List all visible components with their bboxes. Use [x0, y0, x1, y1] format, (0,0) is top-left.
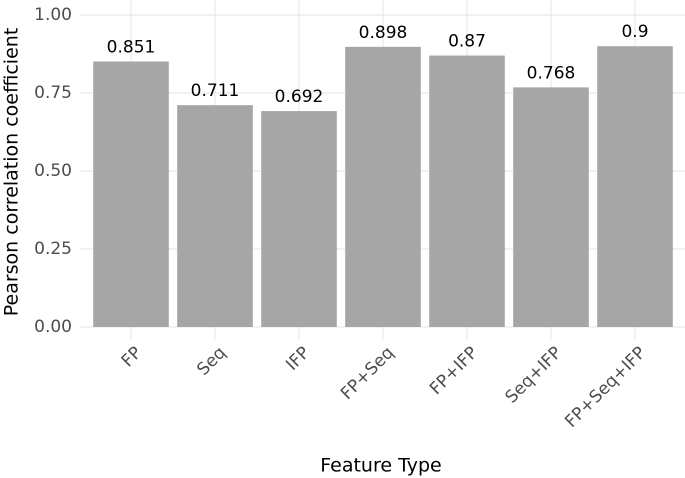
- value-label: 0.711: [191, 81, 240, 101]
- x-tick-label: IFP: [282, 343, 314, 375]
- bar: [513, 87, 589, 327]
- y-tick-label: 0.00: [34, 317, 72, 337]
- bar: [93, 61, 169, 327]
- value-label: 0.768: [527, 63, 576, 83]
- value-label: 0.898: [359, 23, 408, 43]
- bar: [345, 46, 421, 327]
- value-label: 0.692: [275, 87, 324, 107]
- x-tick-label: FP+Seq+IFP: [561, 343, 650, 432]
- y-tick-label: 1.00: [34, 5, 72, 25]
- y-tick-label: 0.50: [34, 161, 72, 181]
- bar: [177, 105, 253, 327]
- bar: [261, 111, 337, 327]
- value-label: 0.87: [448, 32, 486, 52]
- x-tick-label: FP+IFP: [426, 343, 482, 399]
- value-label: 0.9: [621, 22, 648, 42]
- x-axis-title: Feature Type: [320, 455, 441, 477]
- x-tick-label: Seq: [193, 343, 230, 380]
- bar: [429, 55, 505, 328]
- y-tick-label: 0.75: [34, 83, 72, 103]
- y-axis-title: Pearson correlation coefficient: [1, 28, 23, 317]
- bar: [597, 46, 673, 327]
- y-tick-label: 0.25: [34, 239, 72, 259]
- value-label: 0.851: [107, 37, 156, 57]
- x-tick-label: Seq+IFP: [501, 343, 566, 408]
- x-tick-label: FP: [118, 343, 146, 371]
- x-tick-label: FP+Seq: [337, 343, 398, 404]
